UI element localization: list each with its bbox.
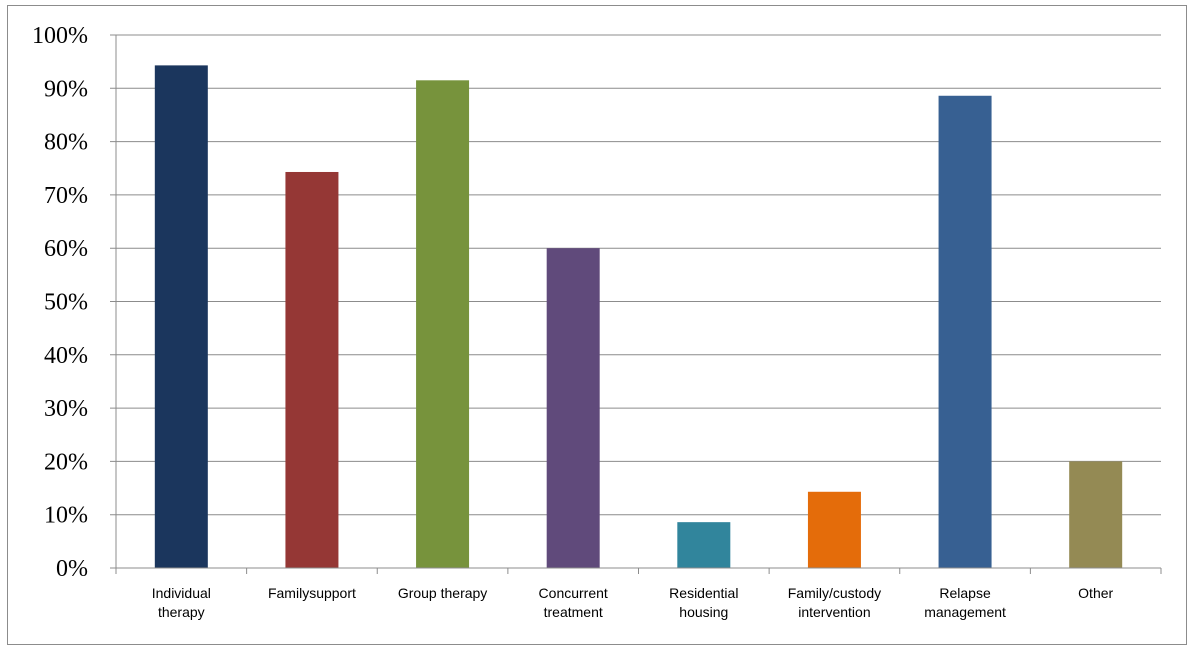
y-axis-ticks: 0% 10% 20% 30% 40% 50% 60% 70% 80% 90% 100% bbox=[32, 23, 88, 582]
y-tick-label: 20% bbox=[44, 449, 88, 475]
x-tick-label: Other bbox=[1078, 585, 1113, 601]
x-tick-label: Relapse management bbox=[924, 585, 1006, 620]
y-tick-label: 60% bbox=[44, 236, 88, 262]
bar-5 bbox=[807, 491, 861, 568]
bar-chart: 0% 10% 20% 30% 40% 50% 60% 70% 80% 90% 100% Indivi… bbox=[32, 23, 1162, 620]
y-tick-label: 30% bbox=[44, 396, 88, 422]
axes bbox=[110, 35, 1162, 574]
bar-7 bbox=[1069, 461, 1123, 568]
y-tick-label: 100% bbox=[32, 23, 88, 49]
x-tick-label: Familysupport bbox=[268, 585, 356, 601]
y-tick-label: 50% bbox=[44, 290, 88, 316]
x-tick-label: Group therapy bbox=[398, 585, 488, 601]
gridlines bbox=[110, 34, 1161, 516]
x-tick-label: Family/custody intervention bbox=[788, 585, 881, 620]
bar-6 bbox=[938, 95, 992, 569]
x-axis-ticks: Individual therapy Familysupport Group ther… bbox=[152, 585, 1114, 620]
y-tick-label: 70% bbox=[44, 183, 88, 209]
bars bbox=[154, 65, 1123, 569]
y-tick-label: 0% bbox=[56, 556, 88, 582]
x-tick-label: Individual therapy bbox=[152, 585, 211, 620]
bar-4 bbox=[677, 522, 731, 568]
bar-3 bbox=[546, 248, 600, 568]
y-tick-label: 90% bbox=[44, 76, 88, 102]
bar-0 bbox=[154, 65, 208, 569]
bar-2 bbox=[416, 80, 470, 569]
x-tick-label: Residential housing bbox=[669, 585, 738, 620]
y-tick-label: 40% bbox=[44, 343, 88, 369]
x-tick-label: Concurrent treatment bbox=[539, 585, 608, 620]
bar-1 bbox=[285, 171, 339, 568]
y-tick-label: 80% bbox=[44, 130, 88, 156]
y-tick-label: 10% bbox=[44, 503, 88, 529]
